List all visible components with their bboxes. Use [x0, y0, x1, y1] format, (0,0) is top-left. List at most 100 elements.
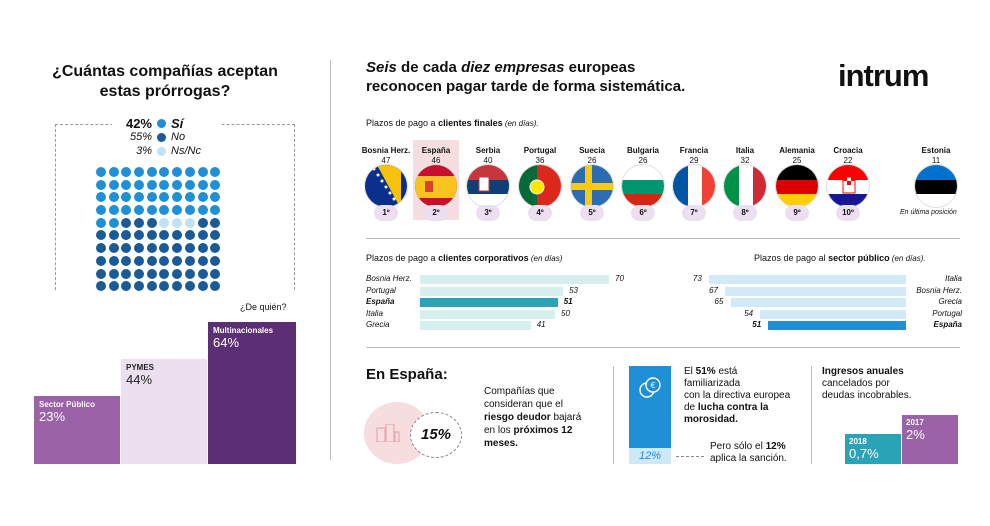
waffle-dot [172, 243, 183, 254]
flag-italy-icon [723, 164, 767, 208]
waffle-dot [184, 243, 195, 254]
waffle-dot [172, 255, 183, 266]
country-days: 11 [931, 156, 941, 165]
waffle-dot [159, 281, 170, 292]
waffle-dot [121, 179, 132, 190]
waffle-dot [159, 217, 170, 228]
waffle-dot [121, 230, 132, 241]
waffle-dot [197, 205, 208, 216]
public-bar [708, 275, 906, 284]
waffle-dot [197, 167, 208, 177]
waffle-dot [134, 255, 145, 266]
country-label-germany: Alemania 25 [772, 146, 822, 166]
waffle-dot [146, 230, 157, 241]
country-label-italy: Italia 32 [720, 146, 770, 166]
main-title: Seis de cada diez empresas europeas reco… [366, 59, 686, 95]
waffle-dot [121, 205, 132, 216]
bar-pymes: PYMES 44% [121, 359, 207, 464]
flag-portugal-icon [518, 164, 562, 208]
waffle-dot [96, 167, 106, 177]
waffle-dot [108, 243, 119, 254]
flag-estonia-icon [914, 164, 958, 208]
waffle-dot [146, 192, 157, 203]
income-title: Ingresos anuales cancelados por deudas inc… [822, 366, 912, 401]
waffle-dot [197, 179, 208, 190]
corp-bar [420, 286, 564, 296]
flag-bulgaria-icon [621, 164, 665, 208]
waffle-dot [146, 281, 157, 292]
legend-nsnc: 3% Ns/Nc [136, 145, 201, 157]
public-bar [725, 286, 906, 296]
rank-badge: 3º [476, 205, 500, 221]
dash-connector [676, 456, 704, 457]
rank-badge: 1º [374, 205, 398, 221]
waffle-dot [134, 217, 145, 228]
waffle-dot [159, 255, 170, 266]
corp-row-label: Bosnia Herz. [366, 274, 412, 283]
waffle-dot [210, 179, 221, 190]
waffle-dot [172, 179, 183, 190]
income-2017: 2017 2% [902, 415, 958, 464]
waffle-dot [134, 179, 145, 190]
waffle-dot [184, 255, 195, 266]
corp-row-label: Portugal [366, 285, 396, 295]
public-value: 67 [709, 285, 718, 295]
country-days: 26 [587, 156, 597, 165]
country-name: Francia [679, 146, 709, 155]
waffle-dot [197, 281, 208, 292]
waffle-dot [121, 243, 132, 254]
waffle-dot [134, 281, 145, 292]
rank-badge: 7º [682, 205, 706, 221]
country-label-estonia: Estonia 11 [911, 146, 961, 166]
waffle-dot [172, 192, 183, 203]
waffle-dot [184, 167, 195, 177]
buildings-icon [376, 423, 400, 443]
waffle-dot [159, 243, 170, 254]
flag-sweden-icon [570, 164, 614, 208]
waffle-dot [146, 243, 157, 254]
public-row-label: Grecia [938, 297, 962, 306]
country-days: 47 [381, 156, 391, 165]
waffle-dot [96, 281, 106, 292]
flag-croatia-icon [826, 164, 870, 208]
flag-serbia-icon [466, 164, 510, 208]
country-days: 25 [792, 156, 802, 165]
de-quien-label: ¿De quién? [240, 302, 287, 312]
country-days: 22 [843, 156, 853, 165]
public-row-label: Portugal [932, 308, 962, 318]
flag-bosnia-icon [364, 164, 408, 208]
waffle-dot [121, 217, 132, 228]
last-position-note: En última posición [900, 209, 957, 216]
euro-coins-icon: € [638, 376, 662, 400]
country-label-bulgaria: Bulgaria 26 [618, 146, 668, 166]
corporate-subtitle: Plazos de pago a clientes corporativos (… [366, 253, 563, 263]
waffle-dot [172, 281, 183, 292]
waffle-dot [121, 268, 132, 279]
waffle-dot [210, 281, 221, 292]
waffle-dot [159, 192, 170, 203]
waffle-dot [96, 192, 106, 203]
waffle-dot [96, 255, 106, 266]
country-name: Croacia [833, 146, 863, 155]
waffle-dot [134, 192, 145, 203]
country-name: Bulgaria [626, 146, 659, 155]
waffle-dot [197, 255, 208, 266]
waffle-dot [108, 205, 119, 216]
corp-row-label: Italia [366, 308, 383, 318]
waffle-dot [134, 243, 145, 254]
public-value: 51 [752, 320, 762, 329]
country-name: Bosnia Herz. [361, 146, 411, 155]
waffle-dot [172, 230, 183, 241]
directive-text: El 51% está familiarizada con la directi… [684, 366, 791, 425]
country-name: Italia [735, 146, 755, 155]
waffle-legend: 42% Sí 55% No 3% Ns/Nc [112, 116, 222, 158]
waffle-dot [121, 167, 132, 177]
waffle-dot [134, 167, 145, 177]
bar-sector-publico: Sector Público 23% [34, 396, 120, 464]
waffle-chart [96, 167, 221, 292]
vertical-divider [330, 60, 331, 460]
country-name: Portugal [523, 146, 557, 155]
waffle-dot [108, 281, 119, 292]
waffle-dot [184, 179, 195, 190]
waffle-dot [146, 268, 157, 279]
